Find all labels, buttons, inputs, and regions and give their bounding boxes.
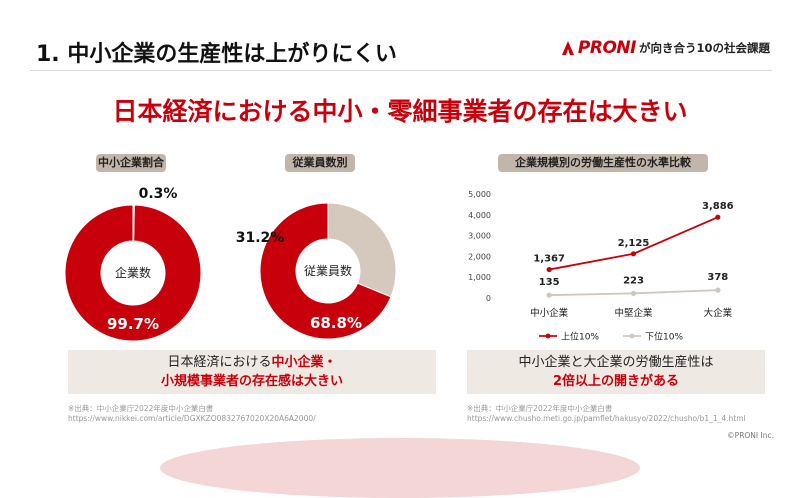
source-note-left: ※出典：中小企業庁2022年度中小企業白書 https://www.nikkei… — [68, 404, 316, 424]
donut-center-label: 従業員数 — [304, 263, 352, 278]
data-point — [715, 287, 721, 293]
y-tick-label: 4,000 — [468, 211, 491, 220]
donut-slice-1 — [132, 204, 135, 242]
source-url: https://www.nikkei.com/article/DGXKZO083… — [68, 414, 316, 423]
donut-chart-companies: 企業数 0.3% 99.7% — [64, 186, 202, 342]
caption-sme-importance: 日本経済における中小企業・ 小規模事業者の存在感は大きい — [68, 350, 436, 394]
caption-line-2: 小規模事業者の存在感は大きい — [160, 374, 343, 389]
data-label: 1,367 — [533, 254, 565, 265]
caption-line-1: 日本経済における中小企業・ — [68, 353, 436, 372]
legend-marker — [629, 333, 635, 339]
caption-productivity-gap: 中小企業と大企業の労働生産性は 2倍以上の開きがある — [467, 350, 765, 394]
data-label: 2,125 — [618, 238, 650, 249]
brand-logo: PRONI — [577, 38, 637, 58]
donut-large-slice-label: 68.8% — [310, 314, 362, 332]
source-note-right: ※出典：中小企業庁2022年度中小企業白書 https://www.chusho… — [467, 404, 746, 424]
brand-tagline: が向き合う10の社会課題 — [638, 41, 770, 55]
data-label: 135 — [539, 277, 560, 288]
legend-label: 下位10% — [645, 331, 683, 343]
brand: PRONI が向き合う10の社会課題 — [560, 38, 770, 58]
source-label: ※出典：中小企業庁2022年度中小企業白書 — [467, 404, 613, 413]
caption-highlight: 中小企業・ — [271, 355, 337, 370]
data-point — [630, 251, 637, 257]
data-point — [715, 214, 721, 220]
donut-slice-1 — [327, 202, 397, 298]
legend-label: 上位10% — [561, 331, 599, 343]
data-point — [546, 266, 552, 273]
donut-small-slice-label: 31.2% — [236, 230, 284, 246]
caption-line-1: 中小企業と大企業の労働生産性は — [518, 355, 714, 370]
y-tick-label: 1,000 — [468, 273, 491, 282]
proni-logo-mark-icon — [561, 41, 574, 55]
legend-marker — [545, 333, 551, 339]
data-label: 3,886 — [702, 201, 734, 212]
y-tick-label: 5,000 — [468, 190, 491, 199]
title-divider — [30, 70, 772, 71]
donut-slice-0 — [64, 204, 202, 342]
source-label: ※出典：中小企業庁2022年度中小企業白書 — [68, 404, 214, 413]
slide-title: 1. 中小企業の生産性は上がりにくい — [36, 42, 397, 67]
decorative-bottom-arc — [160, 438, 640, 498]
pill-employee-ratio: 従業員数別 — [285, 154, 355, 172]
copyright: ©PRONI Inc. — [727, 431, 774, 440]
caption-text: 日本経済における — [167, 355, 272, 370]
data-point — [630, 290, 637, 296]
y-tick-label: 2,000 — [468, 252, 491, 261]
pill-productivity-comparison: 企業規模別の労働生産性の水準比較 — [498, 154, 708, 172]
line-chart-productivity: 0 1,000 2,000 3,000 4,000 5,000 中小企業 中堅企業 大企業 1… — [468, 190, 734, 343]
data-label: 223 — [623, 275, 644, 286]
x-tick-label: 中小企業 — [530, 307, 569, 319]
donut-chart-employees: 従業員数 31.2% 68.8% — [236, 202, 397, 340]
donut-large-slice-label: 99.7% — [107, 315, 159, 333]
source-url: https://www.chusho.meti.go.jp/pamflet/ha… — [467, 414, 746, 423]
x-tick-label: 中堅企業 — [614, 307, 653, 319]
y-tick-label: 3,000 — [468, 232, 491, 241]
donut-center-label: 企業数 — [115, 265, 151, 280]
headline: 日本経済における中小・零細事業者の存在は大きい — [112, 97, 688, 126]
y-tick-label: 0 — [486, 294, 491, 303]
donut-slice-0 — [259, 202, 392, 340]
x-tick-label: 大企業 — [704, 307, 733, 319]
data-point — [546, 292, 552, 298]
caption-line-2: 2倍以上の開きがある — [552, 374, 680, 389]
donut-small-slice-label: 0.3% — [139, 186, 178, 202]
pill-sme-ratio: 中小企業割合 — [96, 154, 166, 172]
data-label: 378 — [707, 272, 728, 283]
